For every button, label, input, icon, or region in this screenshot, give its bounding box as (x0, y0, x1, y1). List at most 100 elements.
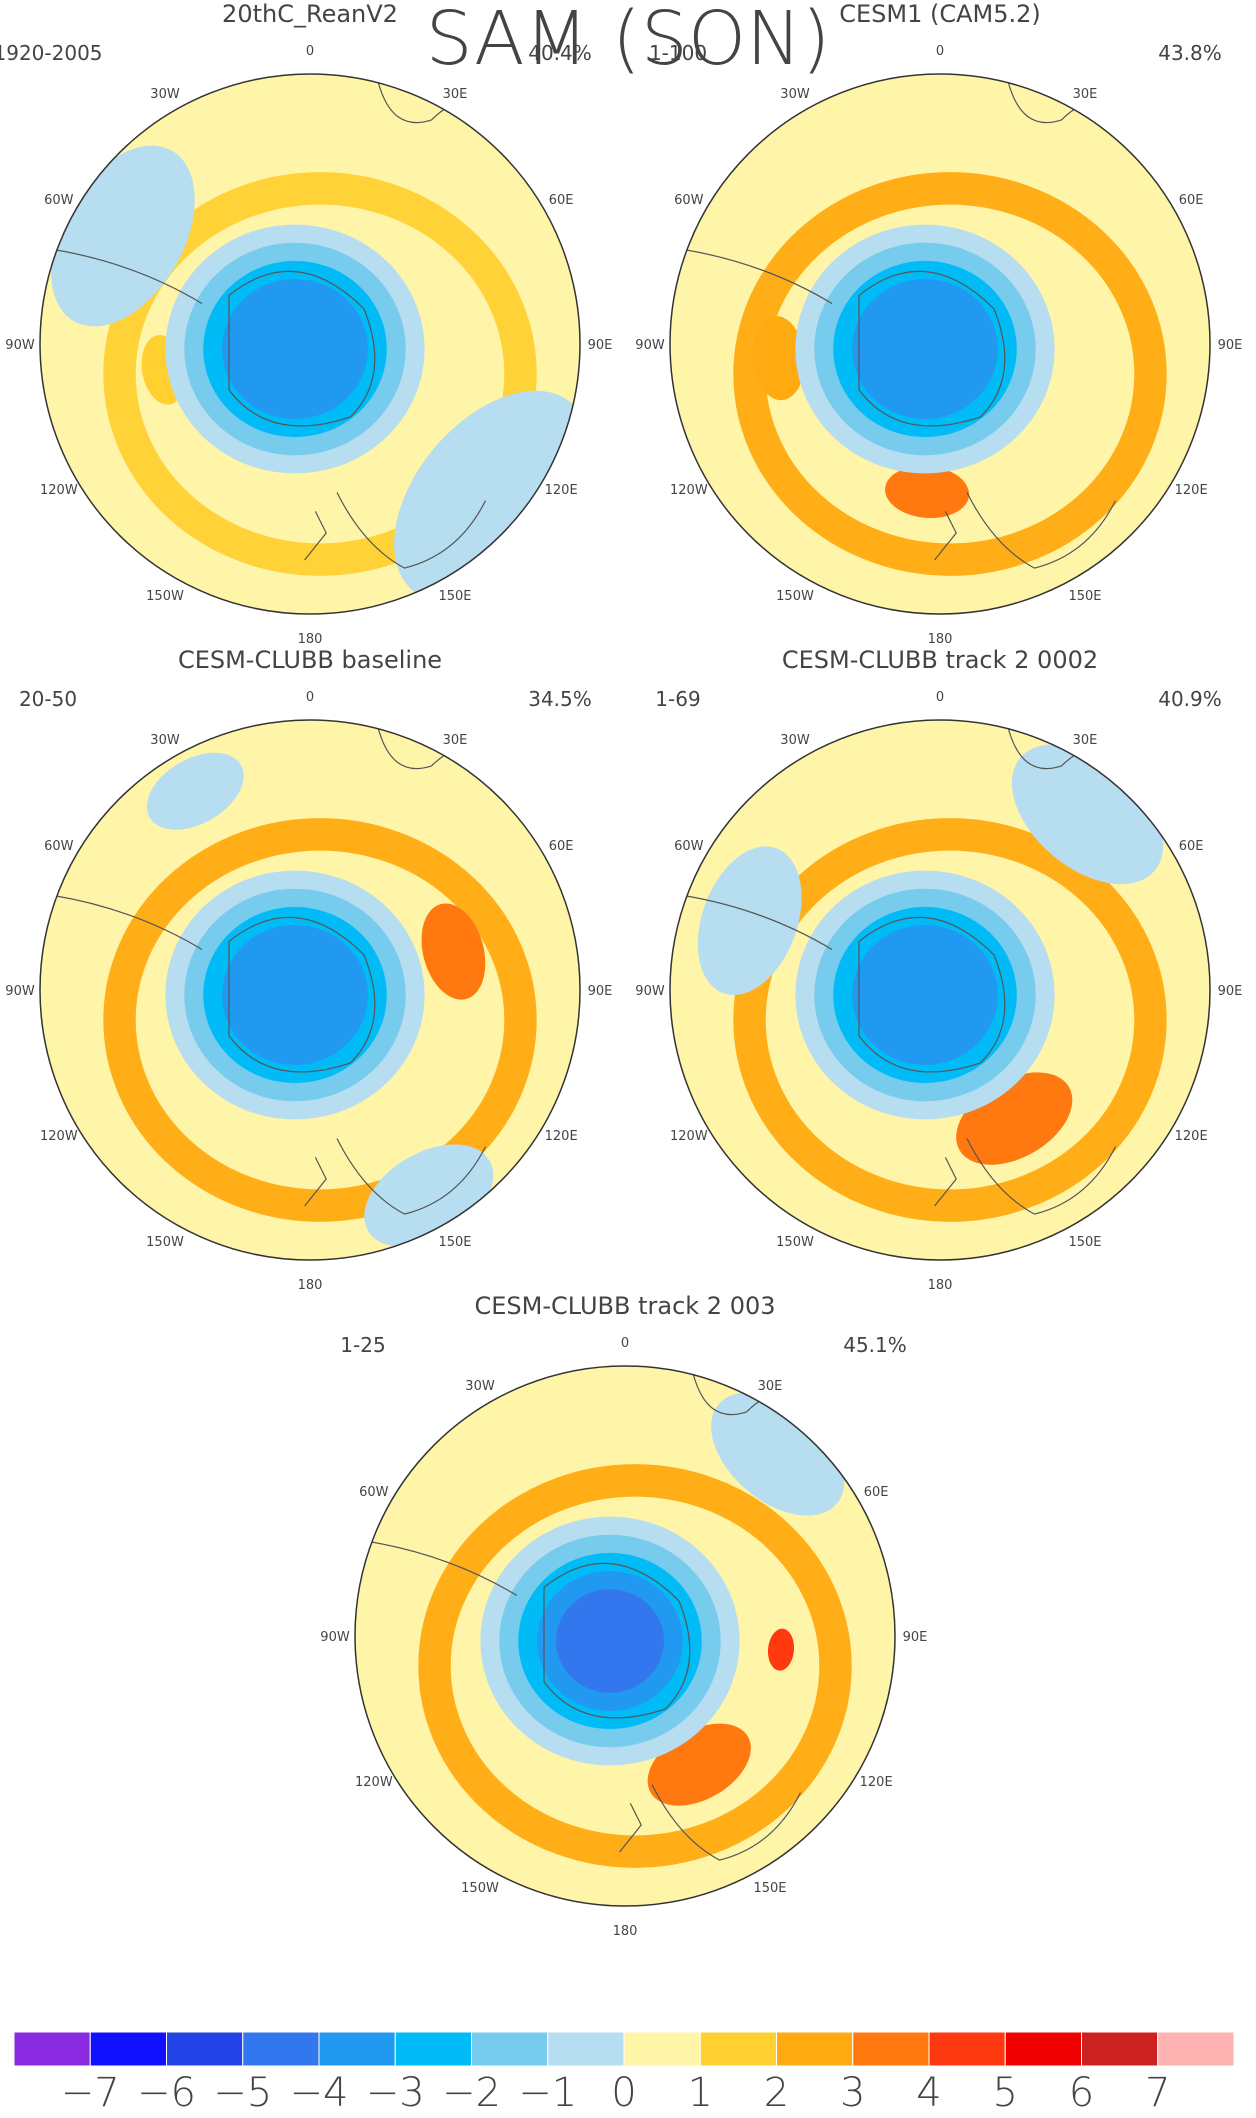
longitude-label: 120W (40, 1129, 78, 1144)
longitude-label: 60E (864, 1485, 889, 1500)
australia-coastline (336, 1138, 487, 1215)
colorbar-swatch (394, 2031, 472, 2067)
anomaly-feature (767, 1628, 795, 1671)
panel-period: 1-100 (649, 41, 707, 65)
positive-anomaly-ring (103, 818, 537, 1222)
new-zealand-coastline (934, 511, 957, 561)
anomaly-feature (752, 316, 805, 401)
longitude-label: 0 (936, 44, 944, 59)
longitude-label: 150E (438, 1235, 471, 1250)
australia-coastline (966, 492, 1117, 569)
panel-title: CESM-CLUBB track 2 0002 (782, 646, 1098, 674)
longitude-label: 60W (359, 1485, 389, 1500)
longitude-label: 0 (306, 44, 314, 59)
map-panel: 0 30E 60E 90E 120E 150E 180 150W 120W 90W 60W 30W CE… (5, 646, 612, 1293)
colorbar-swatch (1157, 2031, 1235, 2067)
colorbar-tick-label: −3 (366, 2070, 425, 2116)
map-border (39, 719, 581, 1261)
longitude-label: 90E (588, 338, 613, 353)
map-panel: 0 30E 60E 90E 120E 150E 180 150W 120W 90W 60W 30W CE… (635, 646, 1242, 1293)
colorbar-swatch (547, 2031, 625, 2067)
colorbar-tick-label: 6 (1069, 2070, 1094, 2116)
panel-variance: 34.5% (528, 687, 592, 711)
longitude-label: 150W (461, 1881, 499, 1896)
panel-period: 1-25 (340, 1333, 385, 1357)
colorbar-tick-label: −7 (61, 2070, 120, 2116)
anomaly-feature (885, 465, 970, 519)
longitude-label: 150E (438, 589, 471, 604)
colorbar-swatch (1081, 2031, 1159, 2067)
longitude-label: 120E (1175, 1129, 1208, 1144)
negative-anomaly-core (852, 279, 998, 419)
colorbar-swatch (242, 2031, 320, 2067)
longitude-label: 30W (465, 1379, 495, 1394)
longitude-label: 90E (588, 984, 613, 999)
longitude-label: 60W (44, 839, 74, 854)
new-zealand-coastline (304, 1157, 327, 1207)
longitude-label: 120W (670, 1129, 708, 1144)
positive-anomaly-ring (733, 172, 1167, 576)
map-panel: 0 30E 60E 90E 120E 150E 180 150W 120W 90W 60W 30W 20… (0, 0, 613, 647)
longitude-label: 150W (776, 589, 814, 604)
longitude-label: 30W (150, 87, 180, 102)
longitude-label: 150E (753, 1881, 786, 1896)
longitude-label: 90W (5, 984, 35, 999)
longitude-label: 90W (635, 984, 665, 999)
longitude-label: 90W (320, 1630, 350, 1645)
positive-anomaly-ring (418, 1464, 852, 1868)
longitude-label: 180 (298, 632, 323, 647)
south-america-coastline (368, 1540, 518, 1597)
map-border (39, 73, 581, 615)
colorbar-tick-label: 7 (1145, 2070, 1170, 2116)
colorbar-swatch (471, 2031, 549, 2067)
colorbar-swatch (89, 2031, 167, 2067)
australia-coastline (651, 1784, 802, 1861)
longitude-label: 90W (5, 338, 35, 353)
colorbar-swatch (928, 2031, 1006, 2067)
panel-period: 20-50 (19, 687, 77, 711)
longitude-label: 120W (355, 1775, 393, 1790)
colorbar-tick-label: −1 (518, 2070, 577, 2116)
antarctica-coastline (228, 270, 376, 427)
longitude-label: 150E (1068, 589, 1101, 604)
anomaly-feature (421, 903, 486, 1000)
longitude-label: 120W (40, 483, 78, 498)
australia-coastline (966, 1138, 1117, 1215)
panel-title: CESM-CLUBB baseline (178, 646, 442, 674)
colorbar-swatch (623, 2031, 701, 2067)
map-border (354, 1365, 896, 1907)
antarctica-coastline (858, 270, 1006, 427)
panel-title: CESM1 (CAM5.2) (839, 0, 1041, 28)
longitude-label: 0 (621, 1336, 629, 1351)
longitude-label: 60E (1179, 839, 1204, 854)
positive-anomaly-ring (103, 172, 537, 576)
positive-anomaly-ring (733, 818, 1167, 1222)
longitude-label: 60W (674, 193, 704, 208)
longitude-label: 30E (758, 1379, 783, 1394)
map-panel: 0 30E 60E 90E 120E 150E 180 150W 120W 90W 60W 30W CE… (635, 0, 1242, 647)
figure-title: SAM (SON) (426, 0, 831, 82)
longitude-label: 90E (1218, 338, 1243, 353)
longitude-label: 150W (146, 589, 184, 604)
longitude-label: 150W (776, 1235, 814, 1250)
panel-title: CESM-CLUBB track 2 003 (475, 1292, 776, 1320)
longitude-label: 60W (44, 193, 74, 208)
longitude-label: 120E (545, 483, 578, 498)
south-america-coastline (683, 248, 833, 305)
colorbar-tick-label: −2 (442, 2070, 501, 2116)
longitude-label: 60W (674, 839, 704, 854)
anomaly-feature (146, 752, 244, 830)
colorbar-tick-label: −4 (290, 2070, 349, 2116)
australia-coastline (336, 492, 487, 569)
colorbar-tick-label: −5 (213, 2070, 272, 2116)
negative-anomaly-core (222, 925, 368, 1065)
longitude-label: 30E (1073, 87, 1098, 102)
map-border (669, 73, 1211, 615)
antarctica-coastline (228, 916, 376, 1073)
negative-anomaly-core (222, 279, 368, 419)
south-america-coastline (53, 894, 203, 951)
colorbar-swatch (776, 2031, 854, 2067)
longitude-label: 120E (1175, 483, 1208, 498)
colorbar: −7 −6 −5 −4 −3 −2 −1 0 1 2 3 4 5 6 7 (13, 2031, 1235, 2116)
panel-variance: 45.1% (843, 1333, 907, 1357)
